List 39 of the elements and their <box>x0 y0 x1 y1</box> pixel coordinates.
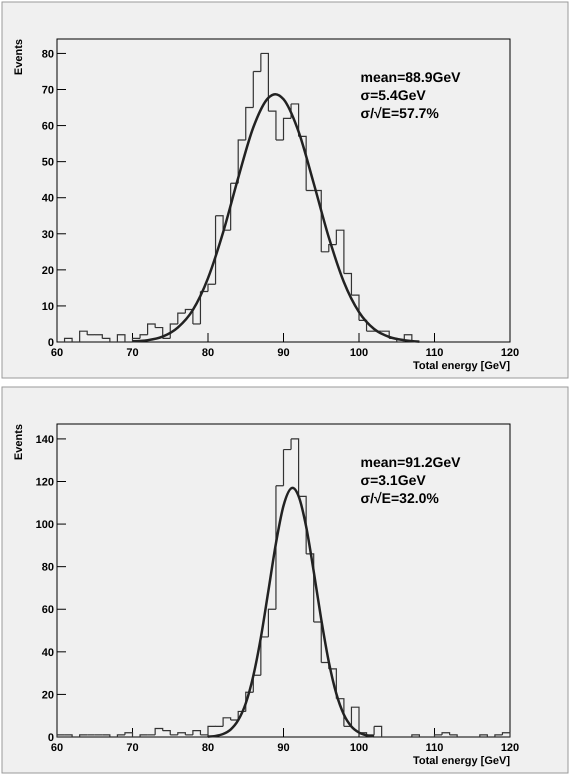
y-tick-label: 60 <box>42 604 54 616</box>
y-tick-label: 40 <box>42 646 54 659</box>
annotation: mean=88.9GeV <box>360 69 462 85</box>
annotation: mean=91.2GeV <box>360 454 462 470</box>
annotation: σ/√E=32.0% <box>360 490 440 506</box>
x-tick-label: 80 <box>202 347 214 359</box>
y-tick-label: 30 <box>42 228 54 241</box>
y-tick-label: 10 <box>42 300 54 313</box>
annotation: σ/√E=57.7% <box>360 105 440 121</box>
y-axis-title: Events <box>13 424 25 460</box>
x-tick-label: 110 <box>426 347 444 359</box>
y-tick-label: 40 <box>42 192 54 205</box>
y-tick-label: 80 <box>42 562 54 574</box>
y-tick-label: 50 <box>42 156 54 169</box>
x-tick-label: 90 <box>277 347 290 359</box>
x-tick-label: 110 <box>426 742 444 754</box>
y-tick-label: 60 <box>42 120 54 133</box>
annotation: σ=5.4GeV <box>360 87 426 103</box>
y-axis-title: Events <box>13 39 25 76</box>
x-tick-label: 90 <box>277 742 290 754</box>
y-tick-label: 0 <box>48 337 54 349</box>
x-tick-label: 100 <box>350 742 368 754</box>
x-tick-label: 70 <box>126 742 139 754</box>
x-tick-label: 120 <box>500 742 520 754</box>
x-tick-label: 80 <box>202 742 214 754</box>
y-tick-label: 80 <box>42 48 54 60</box>
x-tick-label: 70 <box>126 347 139 359</box>
y-tick-label: 20 <box>42 689 54 702</box>
x-axis-title: Total energy [GeV] <box>413 755 510 767</box>
y-tick-label: 0 <box>48 732 54 744</box>
x-axis-title: Total energy [GeV] <box>413 360 510 372</box>
annotation: σ=3.1GeV <box>360 472 426 488</box>
y-tick-label: 140 <box>36 434 54 446</box>
y-tick-label: 20 <box>42 264 54 277</box>
x-tick-label: 120 <box>500 347 520 359</box>
x-tick-label: 100 <box>350 347 368 359</box>
y-tick-label: 100 <box>36 519 54 532</box>
y-tick-label: 120 <box>36 476 54 488</box>
y-tick-label: 70 <box>42 84 54 96</box>
